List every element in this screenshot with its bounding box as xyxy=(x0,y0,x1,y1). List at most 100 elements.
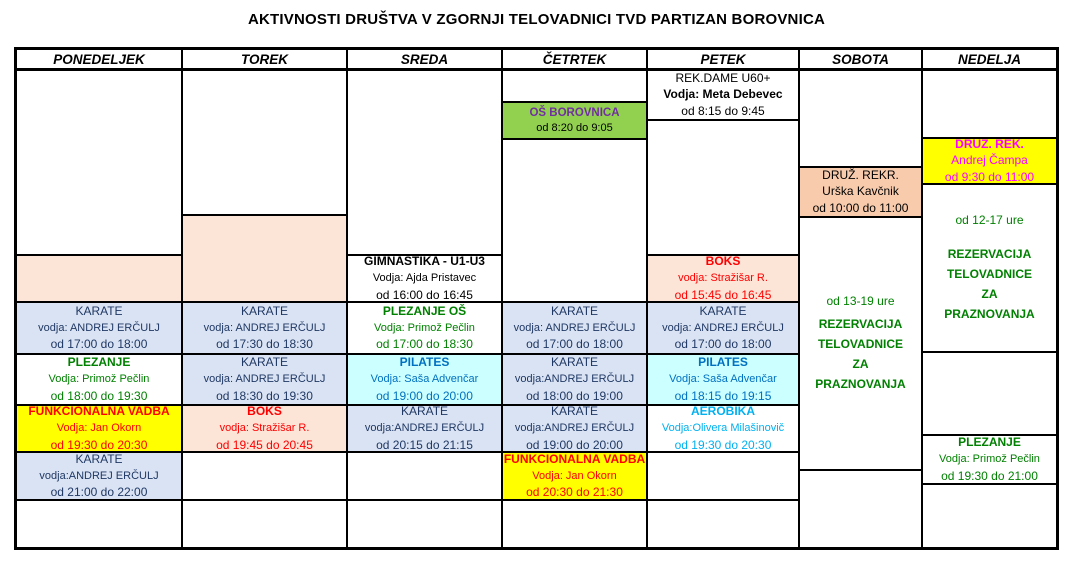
activity-time: od 8:20 do 9:05 xyxy=(536,122,613,135)
cell-sre-karate-2015: KARATE vodja:ANDREJ ERČULJ od 20:15 do 2… xyxy=(347,405,502,452)
activity-leader: Urška Kavčnik xyxy=(822,184,899,199)
cell-tor-karate-1730: KARATE vodja: ANDREJ ERČULJ od 17:30 do … xyxy=(182,302,347,354)
activity-name: KARATE xyxy=(75,452,123,466)
activity-time: od 19:30 do 20:30 xyxy=(674,437,772,452)
cell-sre-pilates: PILATES Vodja: Saša Advenčar od 19:00 do… xyxy=(347,354,502,405)
empty-cell xyxy=(922,70,1057,138)
empty-cell xyxy=(16,500,182,548)
activity-name: KARATE xyxy=(550,303,599,318)
activity-name: KARATE xyxy=(240,303,289,318)
activity-time: od 19:00 do 20:00 xyxy=(376,388,473,403)
activity-name: KARATE xyxy=(400,405,449,419)
cell-pon-karate-1700: KARATE vodja: ANDREJ ERČULJ od 17:00 do … xyxy=(16,302,182,354)
day-header-cetrtek: ČETRTEK xyxy=(502,49,647,70)
cell-sob-druz-rekr: DRUŽ. REKR. Urška Kavčnik od 10:00 do 11… xyxy=(799,167,922,217)
empty-cell xyxy=(647,500,799,548)
empty-cell xyxy=(647,120,799,255)
empty-cell xyxy=(502,139,647,302)
activity-leader: Vodja: Jan Okorn xyxy=(56,422,142,435)
day-header-petek: PETEK xyxy=(647,49,799,70)
activity-time: od 19:30 do 21:00 xyxy=(941,468,1038,483)
activity-name: KARATE xyxy=(550,355,599,370)
empty-cell xyxy=(182,452,347,500)
activity-time: od 19:00 do 20:00 xyxy=(526,437,623,452)
cell-pet-rek-dame: REK.DAME U60+ Vodja: Meta Debevec od 8:1… xyxy=(647,70,799,120)
activity-leader: Vodja:Olivera Milašinovič xyxy=(661,422,785,435)
cell-sre-plezanje-os: PLEZANJE OŠ Vodja: Primož Pečlin od 17:0… xyxy=(347,302,502,354)
cell-pet-boks: BOKS vodja: Stražišar R. od 15:45 do 16:… xyxy=(647,255,799,302)
activity-name: KARATE xyxy=(75,303,123,318)
reservation-line: TELOVADNICE xyxy=(817,337,904,352)
activity-leader: vodja: ANDREJ ERČULJ xyxy=(203,321,326,334)
activity-time: od 9:30 do 11:00 xyxy=(944,169,1035,184)
activity-leader: vodja:ANDREJ ERČULJ xyxy=(514,422,635,435)
cell-ned-druz-rek: DRUŽ. REK. Andrej Čampa od 9:30 do 11:00 xyxy=(922,138,1057,184)
cell-cet-karate-1800: KARATE vodja:ANDREJ ERČULJ od 18:00 do 1… xyxy=(502,354,647,405)
activity-leader: vodja: ANDREJ ERČULJ xyxy=(662,321,784,334)
empty-cell xyxy=(922,484,1057,548)
empty-cell xyxy=(347,70,502,255)
cell-sre-gimnastika: GIMNASTIKA - U1-U3 Vodja: Ajda Pristavec… xyxy=(347,255,502,302)
activity-time: od 8:15 do 9:45 xyxy=(681,103,765,118)
activity-name: BOKS xyxy=(705,255,741,269)
cell-cet-os-borovnica: OŠ BOROVNICA od 8:20 do 9:05 xyxy=(502,102,647,139)
reservation-line: ZA xyxy=(981,286,998,301)
empty-cell xyxy=(16,70,182,255)
cell-ned-plezanje: PLEZANJE Vodja: Primož Pečlin od 19:30 d… xyxy=(922,435,1057,484)
activity-time: od 15:45 do 16:45 xyxy=(674,287,772,302)
reservation-hours: od 12-17 ure xyxy=(955,213,1024,228)
day-header-torek: TOREK xyxy=(182,49,347,70)
cell-cet-karate-1900: KARATE vodja:ANDREJ ERČULJ od 19:00 do 2… xyxy=(502,405,647,452)
empty-cell xyxy=(347,452,502,500)
activity-time: od 21:00 do 22:00 xyxy=(50,485,148,500)
activity-name: KARATE xyxy=(240,355,289,370)
cell-pon-funkcionalna: FUNKCIONALNA VADBA Vodja: Jan Okorn od 1… xyxy=(16,405,182,452)
reservation-line: TELOVADNICE xyxy=(946,266,1033,281)
activity-time: od 17:30 do 18:30 xyxy=(216,337,313,352)
activity-time: od 18:00 do 19:30 xyxy=(50,388,148,403)
day-header-nedelja: NEDELJA xyxy=(922,49,1057,70)
activity-leader: vodja:ANDREJ ERČULJ xyxy=(514,373,635,386)
activity-time: od 19:30 do 20:30 xyxy=(50,437,148,452)
reservation-line: REZERVACIJA xyxy=(947,246,1032,261)
activity-leader: Vodja: Saša Advenčar xyxy=(669,373,777,386)
activity-leader: Vodja: Saša Advenčar xyxy=(370,373,479,386)
activity-leader: vodja:ANDREJ ERČULJ xyxy=(364,422,485,435)
activity-time: od 17:00 do 18:00 xyxy=(674,337,772,352)
activity-time: od 16:00 do 16:45 xyxy=(376,287,473,302)
activity-leader: Vodja: Primož Pečlin xyxy=(374,321,475,334)
activity-time: od 18:30 do 19:30 xyxy=(216,388,313,403)
page-title: AKTIVNOSTI DRUŠTVA V ZGORNJI TELOVADNICI… xyxy=(247,11,826,28)
empty-cell xyxy=(922,352,1057,435)
activity-time: od 20:30 do 21:30 xyxy=(526,485,623,500)
cell-tor-boks: BOKS vodja: Stražišar R. od 19:45 do 20:… xyxy=(182,405,347,452)
cell-tor-karate-1830: KARATE vodja: ANDREJ ERČULJ od 18:30 do … xyxy=(182,354,347,405)
activity-leader: Vodja: Primož Pečlin xyxy=(48,373,150,386)
cell-cet-funkcionalna: FUNKCIONALNA VADBA Vodja: Jan Okorn od 2… xyxy=(502,452,647,500)
activity-leader: vodja:ANDREJ ERČULJ xyxy=(39,469,159,482)
activity-name: REK.DAME U60+ xyxy=(675,70,771,85)
activity-leader: vodja: ANDREJ ERČULJ xyxy=(513,321,636,334)
cell-pon-plezanje: PLEZANJE Vodja: Primož Pečlin od 18:00 d… xyxy=(16,354,182,405)
activity-leader: Vodja: Meta Debevec xyxy=(663,87,783,102)
reservation-hours: od 13-19 ure xyxy=(826,293,895,308)
activity-leader: Andrej Čampa xyxy=(951,153,1028,168)
empty-cell xyxy=(647,452,799,500)
activity-name: AEROBIKA xyxy=(690,405,755,419)
activity-time: od 17:00 do 18:30 xyxy=(376,337,473,352)
activity-time: od 17:00 do 18:00 xyxy=(50,337,148,352)
activity-time: od 17:00 do 18:00 xyxy=(526,337,623,352)
reservation-line: REZERVACIJA xyxy=(818,317,903,332)
activity-name: GIMNASTIKA - U1-U3 xyxy=(364,255,485,269)
empty-cell xyxy=(182,70,347,215)
reservation-line: ZA xyxy=(852,357,869,372)
activity-leader: vodja: Stražišar R. xyxy=(219,422,310,435)
empty-cell xyxy=(502,70,647,102)
activity-name: DRUŽ. REK. xyxy=(955,138,1024,151)
activity-name: FUNKCIONALNA VADBA xyxy=(503,452,646,466)
activity-time: od 19:45 do 20:45 xyxy=(216,437,313,452)
cell-cet-karate-1700: KARATE vodja: ANDREJ ERČULJ od 17:00 do … xyxy=(502,302,647,354)
activity-leader: Vodja: Primož Pečlin xyxy=(939,453,1040,466)
activity-leader: Vodja: Ajda Pristavec xyxy=(372,272,477,285)
